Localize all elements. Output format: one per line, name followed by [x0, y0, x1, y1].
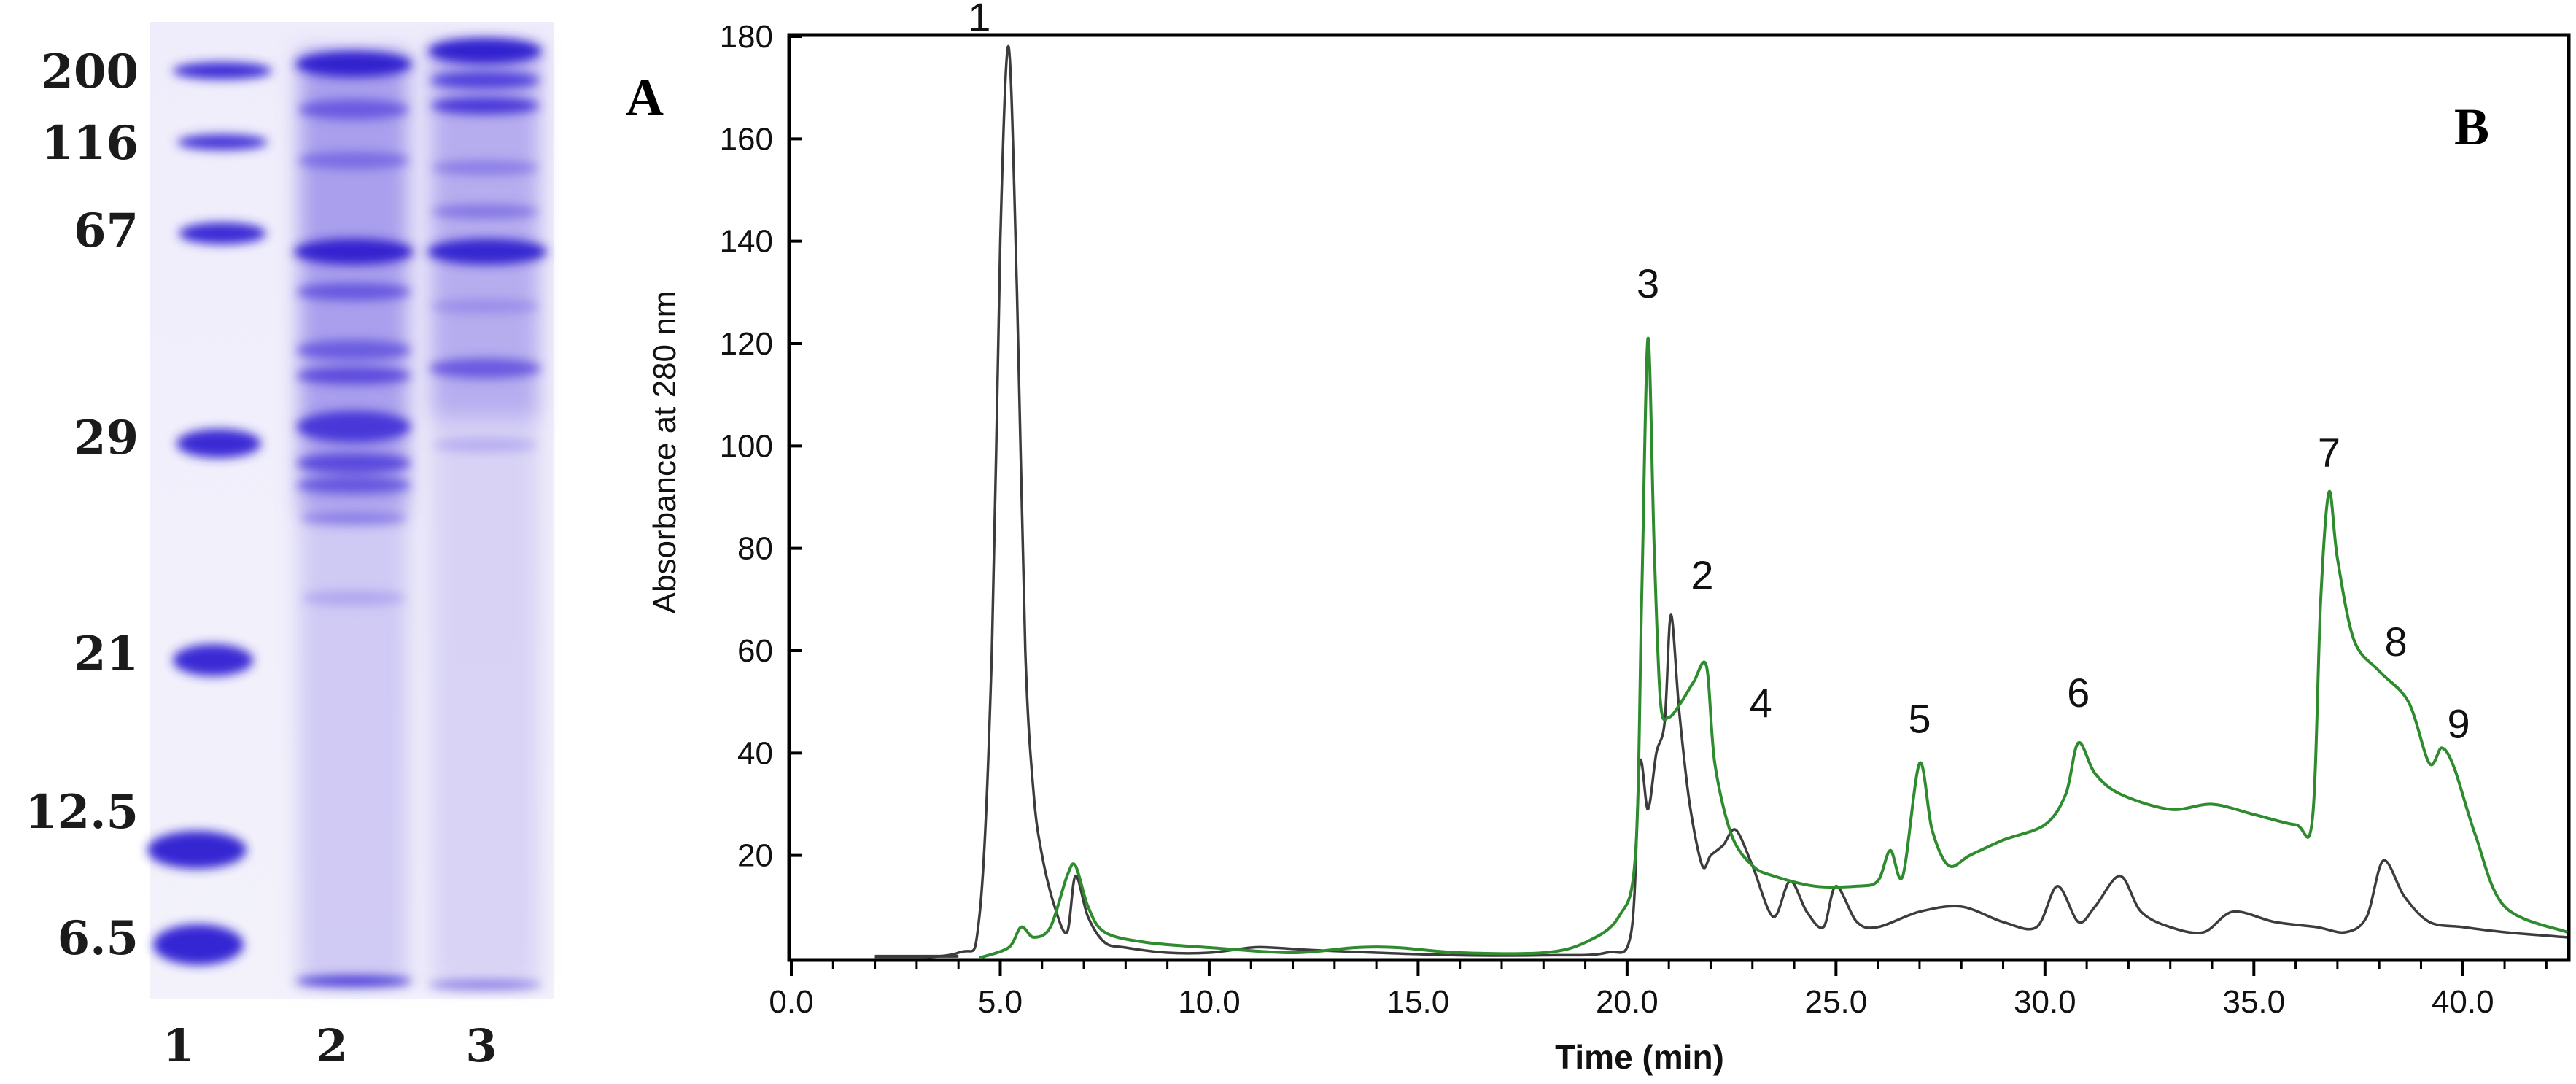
plot-frame: [787, 33, 2571, 962]
x-tick-label: 5.0: [978, 984, 1023, 1020]
lane-2-smear-lower: [299, 511, 408, 985]
lane-3-band: [428, 38, 542, 64]
y-axis-title: Absorbance at 280 nm: [647, 291, 683, 614]
y-tick-label: 80: [737, 531, 773, 567]
mw-label-67: 67: [74, 204, 139, 258]
lane-3-band: [432, 160, 538, 175]
x-tick-label: 20.0: [1596, 984, 1659, 1020]
series-layer: [874, 44, 2568, 959]
lane-2-band: [295, 51, 412, 77]
peak-label-2: 2: [1691, 552, 1713, 598]
lane-2-bands: [294, 51, 414, 987]
marker-band-21: [173, 644, 253, 676]
lane-3-smear-lower: [430, 416, 540, 985]
x-tick-label: 10.0: [1178, 984, 1241, 1020]
x-axis-title: Time (min): [1555, 1038, 1724, 1076]
lane-2-band: [295, 975, 412, 987]
mw-label-6-5: 6.5: [58, 911, 139, 966]
lane-2-band: [297, 283, 411, 301]
lane-label-3: 3: [465, 1019, 497, 1072]
mw-label-29: 29: [74, 411, 139, 465]
lane-2-band: [299, 99, 408, 120]
peak-label-4: 4: [1750, 680, 1772, 726]
lane-3-band: [430, 358, 540, 379]
marker-band-200: [173, 62, 272, 80]
x-tick-label: 0.0: [769, 984, 813, 1020]
marker-band-12-5: [147, 831, 247, 869]
peak-label-8: 8: [2385, 619, 2408, 665]
lane-2-band: [294, 239, 414, 265]
mw-label-116: 116: [41, 116, 139, 171]
peak-label-6: 6: [2067, 670, 2090, 716]
x-tick-label: 30.0: [2014, 984, 2076, 1020]
lane-2-band: [297, 411, 411, 443]
lane-2-band: [303, 591, 405, 605]
lane-2-band: [297, 477, 411, 493]
y-tick-label: 60: [737, 633, 773, 669]
mw-label-21: 21: [74, 627, 139, 681]
lane-2-band: [301, 511, 406, 525]
x-tick-label: 35.0: [2222, 984, 2285, 1020]
lane-2-band: [297, 367, 411, 384]
x-tick-label: 15.0: [1387, 984, 1450, 1020]
lane-label-2: 2: [316, 1019, 347, 1072]
panel-letter-a: A: [626, 69, 664, 127]
marker-band-29: [176, 429, 261, 458]
y-tick-label: 120: [720, 326, 773, 362]
lane-3-band: [431, 97, 539, 115]
peak-label-9: 9: [2447, 700, 2470, 746]
y-tick-label: 20: [737, 838, 773, 874]
marker-band-116: [177, 134, 268, 150]
lane-3-band: [430, 71, 540, 89]
peak-label-3: 3: [1637, 260, 1659, 306]
x-tick-label: 40.0: [2432, 984, 2494, 1020]
peak-label-5: 5: [1908, 695, 1931, 741]
mw-label-200: 200: [41, 44, 139, 99]
peak-label-1: 1: [968, 0, 990, 40]
lane-2-band: [297, 453, 411, 473]
x-tick-label: 25.0: [1805, 984, 1868, 1020]
lane-2-band: [297, 340, 411, 360]
y-tick-label: 160: [720, 121, 773, 157]
gel-panel: 200 116 67 29 21 12.5 6.5 1 2 3 A: [25, 22, 664, 1072]
lane-3-band: [432, 299, 538, 314]
y-tick-label: 40: [737, 735, 773, 771]
peak-labels: 1 3 2 4 5 6 7 89: [968, 0, 2470, 746]
lane-1-bands: [147, 62, 272, 965]
lane-3-band: [427, 239, 547, 265]
marker-band-67: [179, 222, 266, 244]
lane-3-band: [432, 204, 538, 219]
lane-label-1: 1: [163, 1019, 194, 1072]
series-line-1: [874, 44, 2568, 959]
lane-3-band: [428, 980, 542, 990]
panel-letter-b: B: [2454, 98, 2489, 156]
lane-3-bands: [427, 38, 547, 990]
y-tick-label: 100: [720, 428, 773, 464]
x-axis-ticks: 0.0 5.0 10.0 15.0 20.0 25.0 30.0 35.0 40.0: [769, 960, 2548, 1020]
y-tick-label: 180: [720, 19, 773, 55]
marker-band-6-5: [153, 924, 244, 965]
lane-3-band: [434, 438, 536, 452]
y-axis-ticks: 20 40 60 80 100 120 140 160 180: [720, 19, 802, 874]
peak-label-7: 7: [2318, 429, 2340, 475]
y-tick-label: 140: [720, 224, 773, 260]
series-line-2: [979, 336, 2568, 959]
lane-2-band: [299, 152, 408, 169]
mw-label-12-5: 12.5: [25, 785, 139, 840]
